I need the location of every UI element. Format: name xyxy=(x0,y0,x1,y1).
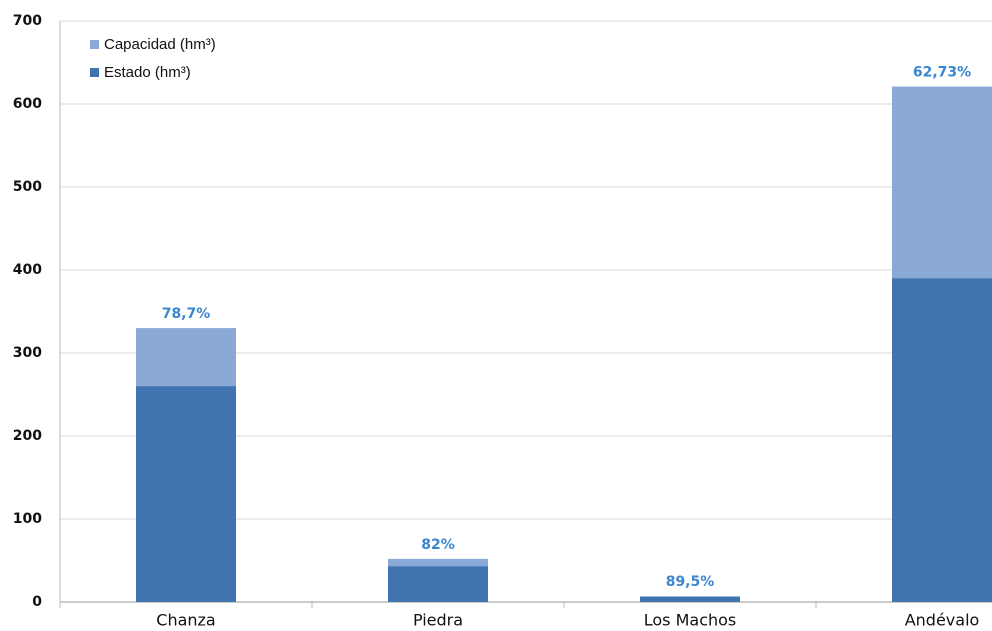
bar xyxy=(640,597,740,602)
y-tick-label: 600 xyxy=(13,96,42,112)
y-tick-label: 200 xyxy=(13,428,42,444)
x-tick-label: Chanza xyxy=(156,611,215,630)
legend-swatch xyxy=(90,68,99,77)
legend-swatch xyxy=(90,40,99,49)
y-tick-label: 700 xyxy=(13,13,42,29)
bar xyxy=(892,278,992,602)
y-tick-label: 100 xyxy=(13,511,42,527)
percent-label: 62,73% xyxy=(913,65,971,81)
legend-label: Estado (hm³) xyxy=(104,64,191,81)
percent-label: 89,5% xyxy=(666,574,715,590)
bar xyxy=(388,566,488,602)
y-tick-label: 500 xyxy=(13,179,42,195)
y-tick-label: 0 xyxy=(32,594,42,610)
y-tick-label: 300 xyxy=(13,345,42,361)
percent-label: 82% xyxy=(421,537,455,553)
x-tick-label: Los Machos xyxy=(644,611,737,630)
x-tick-label: Piedra xyxy=(413,611,463,630)
percent-label: 78,7% xyxy=(162,306,211,322)
x-tick-label: Andévalo xyxy=(905,611,980,630)
legend-label: Capacidad (hm³) xyxy=(104,36,216,53)
y-tick-label: 400 xyxy=(13,262,42,278)
bar xyxy=(136,386,236,602)
